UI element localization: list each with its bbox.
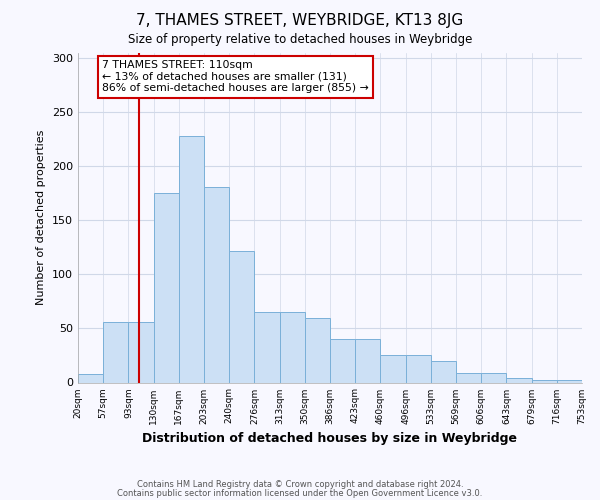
Text: Contains public sector information licensed under the Open Government Licence v3: Contains public sector information licen…: [118, 488, 482, 498]
Bar: [431, 361, 456, 382]
Bar: [557, 380, 582, 382]
Bar: [532, 380, 557, 382]
Bar: [128, 322, 154, 382]
Text: 7 THAMES STREET: 110sqm
← 13% of detached houses are smaller (131)
86% of semi-d: 7 THAMES STREET: 110sqm ← 13% of detache…: [102, 60, 368, 94]
Bar: [179, 136, 204, 382]
Bar: [406, 356, 431, 382]
Y-axis label: Number of detached properties: Number of detached properties: [37, 130, 46, 305]
Text: 7, THAMES STREET, WEYBRIDGE, KT13 8JG: 7, THAMES STREET, WEYBRIDGE, KT13 8JG: [136, 12, 464, 28]
Bar: [154, 193, 179, 382]
Bar: [305, 318, 330, 382]
Bar: [229, 250, 254, 382]
Bar: [280, 312, 305, 382]
Bar: [204, 186, 229, 382]
Bar: [355, 339, 380, 382]
Bar: [254, 312, 280, 382]
Bar: [380, 356, 406, 382]
Bar: [456, 373, 481, 382]
Bar: [481, 373, 506, 382]
Text: Contains HM Land Registry data © Crown copyright and database right 2024.: Contains HM Land Registry data © Crown c…: [137, 480, 463, 489]
Bar: [330, 339, 355, 382]
Bar: [103, 322, 128, 382]
Bar: [506, 378, 532, 382]
Text: Size of property relative to detached houses in Weybridge: Size of property relative to detached ho…: [128, 32, 472, 46]
X-axis label: Distribution of detached houses by size in Weybridge: Distribution of detached houses by size …: [143, 432, 517, 445]
Bar: [78, 374, 103, 382]
